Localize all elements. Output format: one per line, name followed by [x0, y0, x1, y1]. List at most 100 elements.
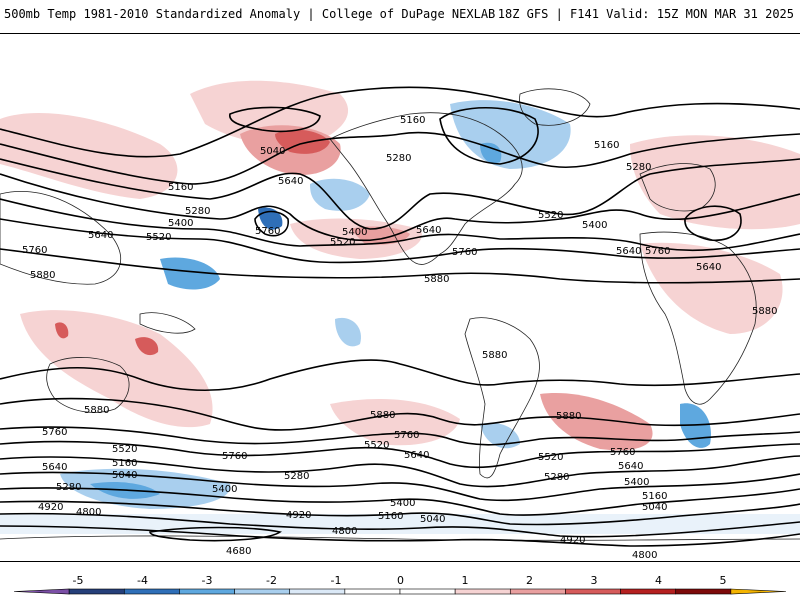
north-america-outline [329, 112, 523, 265]
contour-5520-south [0, 440, 800, 469]
height-contours [0, 86, 800, 547]
contour-label: 4920 [38, 502, 63, 513]
contour-label: 5760 [394, 430, 419, 441]
contour-4680-south [149, 526, 282, 542]
contour-5160-south [0, 487, 800, 516]
contour-label: 4920 [560, 535, 585, 546]
contour-label: 5400 [390, 498, 415, 509]
colorbar-tick-label: 3 [591, 574, 598, 587]
contour-label: 5040 [642, 502, 667, 513]
colorbar-tick-label: 4 [655, 574, 662, 587]
contour-label: 5280 [56, 482, 81, 493]
contour-label: 5640 [616, 246, 641, 257]
colorbar-tick-label: 2 [526, 574, 533, 587]
contour-label: 5640 [42, 462, 67, 473]
warm-anomaly-alaska-core [275, 129, 330, 154]
header: 500mb Temp 1981-2010 Standardized Anomal… [0, 0, 800, 30]
contour-label: 5040 [420, 514, 445, 525]
contour-label: 5520 [146, 232, 171, 243]
contour-label: 5400 [624, 477, 649, 488]
colorbar-tick-label: -2 [266, 574, 277, 587]
indonesia-outline [139, 312, 196, 334]
contour-label: 5880 [752, 306, 777, 317]
warm-anomaly-south-atlantic [540, 393, 653, 451]
antarctica-outline [0, 535, 800, 541]
contour-label: 5280 [284, 471, 309, 482]
contour-label: 5040 [260, 146, 285, 157]
contour-label: 5160 [642, 491, 667, 502]
contour-5640-south [0, 426, 800, 446]
contour-label: 5760 [42, 427, 67, 438]
contour-label: 5400 [168, 218, 193, 229]
contour-label: 5400 [342, 227, 367, 238]
contour-gulf-cutoff-low [254, 210, 289, 237]
colorbar-swatch [68, 588, 125, 595]
contour-5520-north [0, 173, 800, 242]
warm-anomaly-west-pacific [0, 113, 178, 199]
colorbar-swatch [123, 588, 180, 595]
colorbar-swatch [179, 588, 235, 595]
contour-label: 5640 [404, 450, 429, 461]
contour-label: 5640 [618, 461, 643, 472]
colorbar-swatch [565, 588, 621, 595]
cold-anomaly-drake-passage [480, 422, 520, 449]
model-run-valid-time: 18Z GFS | F141 Valid: 15Z MON MAR 31 202… [497, 7, 794, 21]
contour-label: 5760 [255, 226, 280, 237]
contour-label: 5280 [544, 472, 569, 483]
contour-label: 5760 [645, 246, 670, 257]
contour-label: 4920 [286, 510, 311, 521]
contour-label: 5880 [370, 410, 395, 421]
contour-label: 5400 [212, 484, 237, 495]
contour-label: 5280 [386, 153, 411, 164]
contour-5160-north [0, 86, 800, 158]
contour-5640-europe-low [684, 205, 742, 241]
contour-label: 5640 [88, 230, 113, 241]
warm-anomaly-indian-ocean [55, 322, 69, 339]
colorbar-tick-labels: -5 -4 -3 -2 -1 0 1 2 3 4 5 [73, 574, 727, 587]
greenland-outline [519, 88, 591, 126]
contour-5760-south [0, 397, 800, 431]
contour-5400-north [0, 158, 800, 230]
contour-label: 5520 [538, 210, 563, 221]
contour-label: 5040 [112, 470, 137, 481]
colorbar-swatch [620, 588, 677, 595]
contour-label: 5760 [222, 451, 247, 462]
contour-label: 4800 [76, 507, 101, 518]
colorbar-tick-label: 5 [720, 574, 727, 587]
cold-anomaly-hudson-core [480, 142, 502, 164]
colorbar-swatches [13, 588, 787, 595]
contour-4920-south [0, 512, 800, 538]
colorbar-swatch [13, 588, 70, 595]
colorbar-tick-label: -4 [137, 574, 148, 587]
colorbar-svg: -5 -4 -3 -2 -1 0 1 2 3 4 5 [13, 574, 787, 595]
contour-5640-north [0, 198, 800, 252]
contour-label: 5160 [594, 140, 619, 151]
warm-anomaly-australia [20, 310, 213, 428]
colorbar-swatch [344, 588, 401, 595]
africa-outline [639, 231, 757, 405]
contour-label: 5760 [610, 447, 635, 458]
cold-anomaly-antarctic-band [0, 514, 800, 534]
colorbar-swatch [454, 588, 511, 595]
warm-anomaly-africa [640, 242, 783, 334]
contour-label: 4680 [226, 546, 251, 557]
contour-label: 5520 [112, 444, 137, 455]
contour-5760-north [0, 218, 800, 264]
map-panel: 5160 5040 5280 5160 5280 5640 5160 5280 … [0, 33, 800, 562]
contour-5280-south [0, 471, 800, 502]
contour-label: 5280 [185, 206, 210, 217]
contour-label: 5760 [452, 247, 477, 258]
cold-anomaly-south-pacific [335, 317, 361, 347]
colorbar: -5 -4 -3 -2 -1 0 1 2 3 4 5 [0, 570, 800, 600]
colorbar-swatch [730, 588, 787, 595]
contour-label: 5640 [278, 176, 303, 187]
contour-label: 5520 [538, 452, 563, 463]
contour-label: 5160 [400, 115, 425, 126]
south-america-outline [464, 317, 540, 479]
colorbar-tick-label: 0 [397, 574, 404, 587]
colorbar-swatch [509, 588, 566, 595]
contour-label: 5520 [330, 237, 355, 248]
coastlines [0, 88, 800, 541]
warm-anomaly-indonesia-core [135, 337, 159, 356]
contour-label: 5880 [84, 405, 109, 416]
